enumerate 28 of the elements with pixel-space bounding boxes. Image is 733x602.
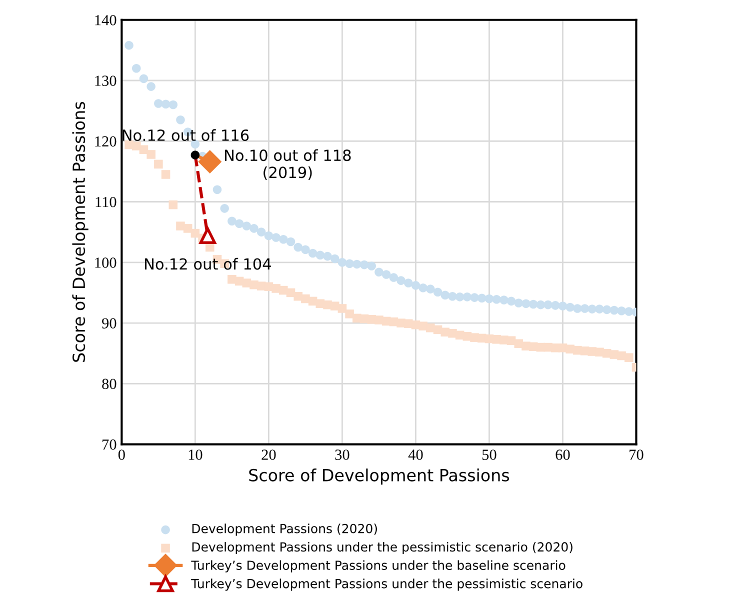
x-tick-label: 10 [188,450,202,460]
point [199,227,216,244]
y-tick-label: 100 [95,258,116,268]
y-tick-label: 130 [95,76,116,86]
y-tick-label: 80 [102,378,116,390]
legend-label: Turkey’s Development Passions under the pessimistic scenario [191,578,582,591]
x-tick-label: 60 [556,450,570,460]
y-tick-label: 110 [96,196,116,208]
annotation: No.10 out of 118 (2019) [225,149,351,180]
annotation: No.12 out of 104 [145,258,271,270]
x-tick-label: 30 [335,450,350,460]
y-tick-label: 120 [95,136,116,147]
x-tick-label: 70 [630,450,644,460]
legend-label: Development Passions (2020) [192,524,377,536]
point [190,150,200,160]
y-tick-label: 90 [102,318,116,328]
legend-label: Development Passions under the pessimistic scenario (2020) [192,542,572,554]
x-tick-label: 20 [262,450,276,460]
y-tick-label: 70 [102,439,116,450]
x-tick-label: 50 [482,450,496,460]
x-tick-label: 40 [408,450,423,460]
x-tick-label: 0 [118,450,125,460]
point [198,150,222,173]
y-axis-title: Score of Development Passions [72,102,88,362]
legend-label: Turkey’s Development Passions under the baseline scenario [191,560,566,572]
x-axis-title: Score of Development Passions [249,468,510,485]
annotation: No.12 out of 116 [122,129,249,141]
y-tick-label: 140 [95,15,116,26]
